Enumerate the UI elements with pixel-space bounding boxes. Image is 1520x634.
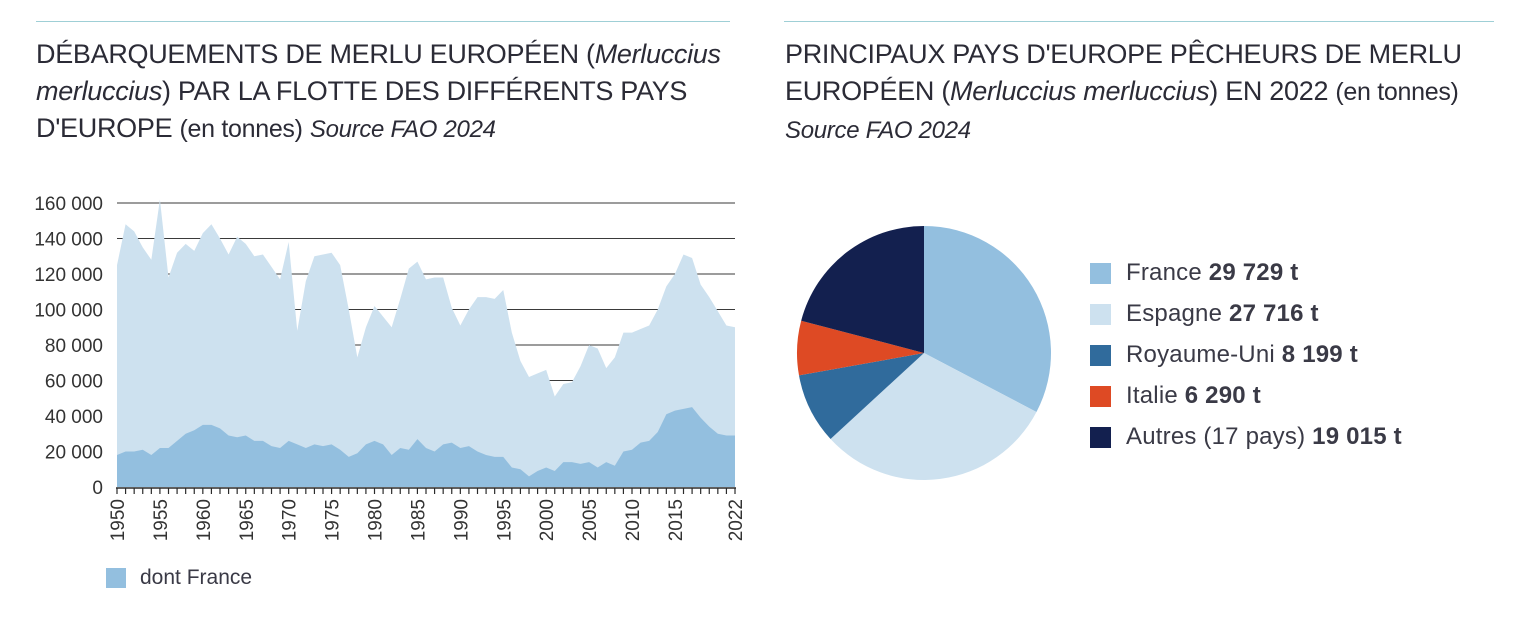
area-chart: 0 20 000 40 000 60 000 80 000 100 000 120 000 1… [34, 194, 747, 541]
legend-country-label: Royaume-Uni [1126, 341, 1282, 368]
right-title-unit: (en tonnes) [1335, 78, 1459, 106]
y-tick-label: 80 000 [45, 336, 103, 357]
legend-value-label: 27 716 t [1229, 300, 1319, 327]
legend-text: Italie 6 290 t [1126, 382, 1261, 410]
y-tick-label: 100 000 [34, 301, 103, 322]
right-chart-title: PRINCIPAUX PAYS D'EUROPE PÊCHEURS DE MER… [785, 36, 1490, 149]
pie-legend-item-italie: Italie 6 290 t [1090, 381, 1261, 411]
left-title-main: DÉBARQUEMENTS DE MERLU EUROPÉEN ( [36, 39, 595, 69]
pie-legend-item-royaume-uni: Royaume-Uni 8 199 t [1090, 340, 1358, 370]
area-series-france [117, 407, 735, 487]
x-tick-label: 1960 [194, 499, 215, 541]
pie-slice-italie [796, 320, 924, 376]
legend-label-france: dont France [140, 566, 253, 589]
left-top-rule [36, 21, 730, 22]
x-tick-label: 1950 [108, 499, 129, 541]
area-chart-axes: 0 20 000 40 000 60 000 80 000 100 000 120 000 1… [34, 194, 747, 541]
right-title-main: PRINCIPAUX PAYS D'EUROPE PÊCHEURS DE MER… [785, 39, 1462, 106]
legend-swatch [1090, 426, 1111, 448]
x-tick-label: 2005 [580, 499, 601, 541]
legend-text: Royaume-Uni 8 199 t [1126, 341, 1358, 369]
area-series-total [117, 199, 735, 487]
legend-swatch [1090, 344, 1111, 366]
pie-slice-espagne [830, 353, 1037, 481]
left-title-source: Source FAO 2024 [309, 116, 496, 143]
area-chart-legend: dont France [106, 566, 252, 590]
legend-country-label: France [1126, 259, 1209, 286]
y-tick-label: 140 000 [34, 230, 103, 251]
legend-swatch [1090, 303, 1111, 325]
y-tick-label: 0 [92, 478, 103, 499]
legend-text: France 29 729 t [1126, 259, 1298, 287]
area-chart-series [117, 199, 735, 487]
y-tick-label: 20 000 [45, 443, 103, 464]
pie-chart [796, 226, 1052, 481]
right-title-source: Source FAO 2024 [785, 117, 971, 144]
x-tick-label: 1980 [366, 499, 387, 541]
x-tick-label: 2015 [666, 499, 687, 541]
y-tick-label: 40 000 [45, 407, 103, 428]
pie-legend-item-france: France 29 729 t [1090, 258, 1298, 288]
left-title-species: Merluccius merluccius [36, 39, 721, 106]
legend-country-label: Autres (17 pays) [1126, 423, 1313, 450]
pie-slice-royaume-uni [798, 353, 924, 439]
x-tick-label: 1965 [237, 499, 258, 541]
legend-text: Autres (17 pays) 19 015 t [1126, 423, 1402, 451]
x-tick-label: 1990 [451, 499, 472, 541]
legend-country-label: Espagne [1126, 300, 1230, 327]
x-tick-label: 1995 [494, 499, 515, 541]
pie-legend-item-autres-17-pays: Autres (17 pays) 19 015 t [1090, 422, 1402, 452]
legend-value-label: 8 199 t [1281, 341, 1358, 368]
pie-legend-item-espagne: Espagne 27 716 t [1090, 299, 1319, 329]
legend-value-label: 6 290 t [1184, 382, 1261, 409]
x-tick-label: 2022 [726, 499, 747, 541]
x-tick-label: 1970 [280, 499, 301, 541]
y-tick-label: 60 000 [45, 372, 103, 393]
x-tick-label: 1985 [408, 499, 429, 541]
legend-swatch [1090, 262, 1111, 284]
y-tick-label: 160 000 [34, 194, 103, 215]
right-title-cont: ) EN 2022 [1209, 76, 1336, 106]
left-chart-title: DÉBARQUEMENTS DE MERLU EUROPÉEN (Merlucc… [36, 36, 726, 148]
right-top-rule [784, 21, 1494, 22]
legend-value-label: 19 015 t [1312, 423, 1402, 450]
x-tick-label: 2000 [537, 499, 558, 541]
left-title-unit: (en tonnes) [179, 115, 303, 143]
pie-slice-france [924, 226, 1052, 412]
left-title-cont: ) PAR LA FLOTTE DES DIFFÉRENTS PAYS D'EU… [36, 76, 688, 143]
x-tick-label: 2010 [623, 499, 644, 541]
x-tick-label: 1975 [323, 499, 344, 541]
pie-slice-autres-17-pays [801, 226, 924, 353]
right-title-species: Merluccius merluccius [950, 76, 1210, 106]
legend-swatch [1090, 385, 1111, 407]
x-tick-label: 1955 [151, 499, 172, 541]
legend-text: Espagne 27 716 t [1126, 300, 1319, 328]
legend-country-label: Italie [1126, 382, 1185, 409]
y-tick-label: 120 000 [34, 265, 103, 286]
legend-swatch-france [106, 568, 126, 588]
legend-value-label: 29 729 t [1208, 259, 1299, 286]
